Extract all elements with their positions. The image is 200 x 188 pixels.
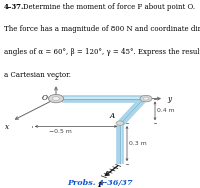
Text: 4–37.: 4–37. (4, 3, 24, 11)
Circle shape (48, 94, 64, 103)
Text: A: A (110, 112, 115, 120)
Text: 0.3 m: 0.3 m (129, 141, 147, 146)
Text: The force has a magnitude of 800 N and coordinate direction: The force has a magnitude of 800 N and c… (4, 25, 200, 33)
Text: a Cartesian vector.: a Cartesian vector. (4, 71, 71, 79)
Circle shape (116, 121, 124, 125)
Circle shape (140, 95, 152, 102)
Text: O: O (42, 94, 48, 102)
Text: F: F (97, 181, 103, 188)
Text: angles of α = 60°, β = 120°, γ = 45°. Express the result as: angles of α = 60°, β = 120°, γ = 45°. Ex… (4, 48, 200, 56)
Text: y: y (167, 95, 171, 103)
Circle shape (52, 97, 60, 101)
Text: x: x (5, 123, 9, 131)
Text: −0.5 m: −0.5 m (49, 129, 71, 133)
Circle shape (143, 97, 149, 100)
Text: Determine the moment of force F about point O.: Determine the moment of force F about po… (23, 3, 195, 11)
Text: 0.4 m: 0.4 m (157, 108, 175, 113)
Text: z: z (54, 74, 58, 82)
Text: Probs. 4-36/37: Probs. 4-36/37 (67, 179, 133, 187)
